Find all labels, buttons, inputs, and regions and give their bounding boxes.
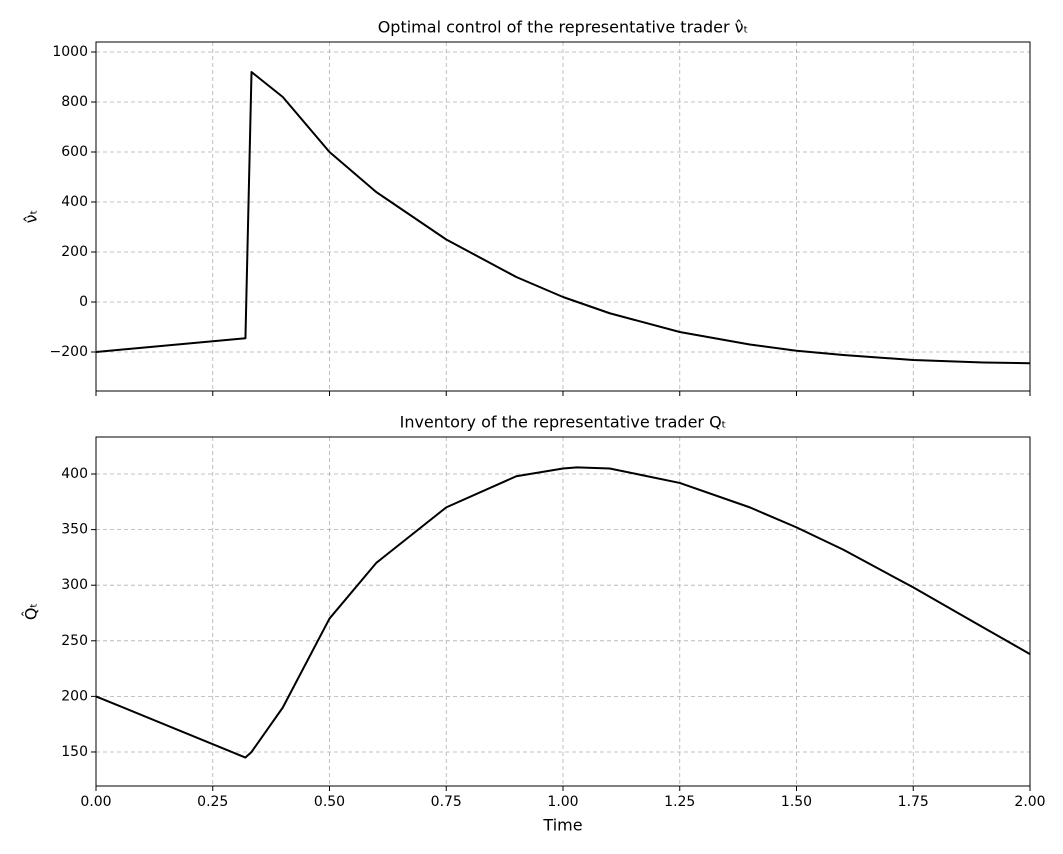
y-tick-label: 150 bbox=[61, 744, 88, 760]
x-axis-label: Time bbox=[542, 816, 582, 835]
y-tick-label: 400 bbox=[61, 466, 88, 482]
y-axis-label: ν̂ₜ bbox=[22, 210, 41, 224]
axes-frame bbox=[95, 436, 1031, 787]
y-tick-label: 0 bbox=[79, 294, 88, 310]
line bbox=[95, 466, 1031, 759]
line bbox=[95, 71, 1031, 365]
y-tick-label: 350 bbox=[61, 522, 88, 538]
y-tick-label: 600 bbox=[61, 144, 88, 160]
chart-title: Optimal control of the representative tr… bbox=[378, 18, 749, 37]
x-tick-label: 0.75 bbox=[431, 794, 462, 810]
x-tick-label: 1.00 bbox=[547, 794, 578, 810]
y-tick-label: 400 bbox=[61, 194, 88, 210]
y-tick-label: 250 bbox=[61, 633, 88, 649]
y-tick-label: 300 bbox=[61, 577, 88, 593]
y-tick-label: 800 bbox=[61, 94, 88, 110]
x-tick-label: 1.25 bbox=[664, 794, 695, 810]
x-tick-label: 0.25 bbox=[197, 794, 228, 810]
y-tick-label: 1000 bbox=[52, 44, 88, 60]
x-tick-label: 0.00 bbox=[80, 794, 111, 810]
y-tick-label: 200 bbox=[61, 688, 88, 704]
x-tick-label: 0.50 bbox=[314, 794, 345, 810]
x-tick-label: 1.50 bbox=[781, 794, 812, 810]
x-tick-label: 1.75 bbox=[898, 794, 929, 810]
y-tick-label: 200 bbox=[61, 244, 88, 260]
axes-frame bbox=[95, 41, 1031, 392]
chart-title: Inventory of the representative trader Q… bbox=[400, 413, 727, 432]
x-tick-label: 2.00 bbox=[1014, 794, 1045, 810]
y-tick-label: −200 bbox=[50, 344, 88, 360]
y-axis-label: Q̂ₜ bbox=[22, 603, 41, 620]
